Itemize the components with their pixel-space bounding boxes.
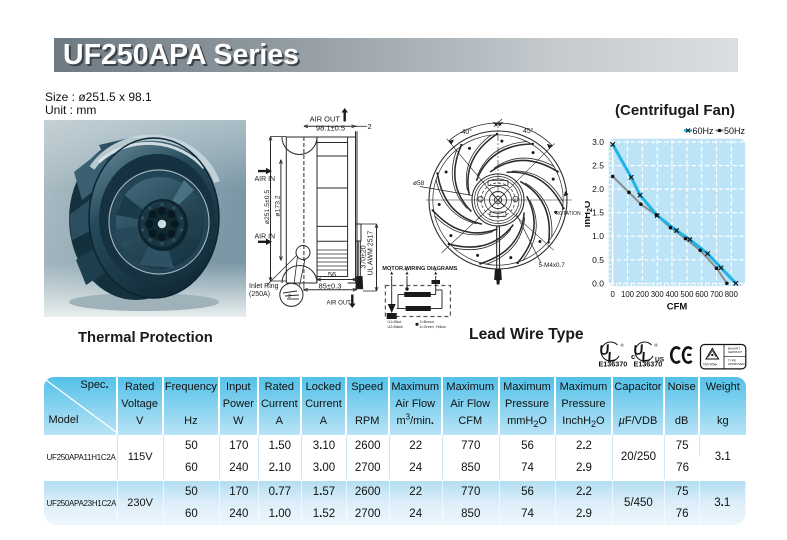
svg-text:300: 300 (651, 290, 665, 299)
svg-text:ø58: ø58 (413, 180, 425, 187)
svg-text:500: 500 (680, 290, 694, 299)
svg-text:45°: 45° (523, 127, 534, 135)
svg-text:MOTOR WIRING DIAGRAMS: MOTOR WIRING DIAGRAMS (382, 266, 457, 272)
svg-text:®: ® (621, 342, 625, 348)
svg-text:800: 800 (725, 290, 739, 299)
svg-text:U1=Blue: U1=Blue (388, 320, 402, 324)
svg-text:0.5: 0.5 (592, 255, 604, 265)
svg-text:400: 400 (665, 290, 679, 299)
svg-text:85±0.3: 85±0.3 (319, 281, 342, 290)
svg-text:370±20: 370±20 (361, 245, 368, 268)
svg-text:2: 2 (288, 294, 291, 300)
svg-text:600: 600 (695, 290, 709, 299)
svg-text:APPROVED: APPROVED (728, 362, 746, 366)
svg-text:2.0: 2.0 (592, 184, 604, 194)
svg-text:AIR OUT: AIR OUT (327, 301, 352, 307)
svg-text:PE: PE (404, 268, 409, 272)
svg-text:US: US (655, 357, 665, 364)
svg-text:4=Green, Yellow: 4=Green, Yellow (420, 325, 447, 329)
svg-text:N: N (434, 268, 437, 272)
svg-text:GEPRUFT: GEPRUFT (728, 350, 743, 354)
svg-text:50Hz: 50Hz (724, 126, 746, 136)
svg-text:2=Brown,: 2=Brown, (420, 320, 435, 324)
svg-text:AIR IN: AIR IN (255, 176, 276, 183)
svg-text:®: ® (655, 342, 659, 348)
svg-text:56: 56 (328, 270, 336, 279)
svg-text:BAUART: BAUART (728, 347, 740, 351)
svg-text:E136370: E136370 (634, 360, 663, 369)
svg-text:60Hz: 60Hz (693, 126, 715, 136)
svg-text:1.0: 1.0 (592, 231, 604, 241)
svg-text:(250A): (250A) (249, 291, 270, 298)
svg-text:ROTATION: ROTATION (556, 211, 581, 217)
svg-text:Inlet Ring: Inlet Ring (249, 283, 279, 290)
svg-text:L: L (640, 348, 651, 365)
svg-text:3.0: 3.0 (592, 137, 604, 147)
svg-text:40°: 40° (462, 128, 473, 136)
svg-text:2.5: 2.5 (592, 161, 604, 171)
svg-text:AIR IN: AIR IN (255, 234, 276, 241)
svg-text:U2=Black: U2=Black (388, 325, 404, 329)
svg-text:98.1±0.5: 98.1±0.5 (316, 124, 345, 133)
svg-text:ø251.5±0.5: ø251.5±0.5 (264, 190, 271, 225)
svg-text:UL AWM 2517: UL AWM 2517 (368, 231, 375, 276)
svg-text:E136370: E136370 (599, 360, 628, 369)
svg-text:ø173.2: ø173.2 (274, 195, 281, 216)
svg-text:U: U (598, 341, 611, 358)
svg-text:0.0: 0.0 (592, 278, 604, 288)
svg-text:AIR OUT: AIR OUT (310, 115, 341, 124)
svg-text:L: L (606, 348, 617, 365)
svg-text:0: 0 (611, 290, 616, 299)
svg-text:700: 700 (710, 290, 724, 299)
svg-text:200: 200 (636, 290, 650, 299)
svg-text:c: c (631, 352, 635, 361)
svg-text:5-M4x0.7: 5-M4x0.7 (539, 262, 566, 269)
svg-text:TYPE: TYPE (728, 359, 736, 363)
svg-text:CFM: CFM (667, 302, 688, 313)
svg-text:inH2O: inH2O (585, 201, 594, 228)
svg-text:U: U (632, 341, 645, 358)
svg-text:1.5: 1.5 (592, 208, 604, 218)
svg-text:L: L (390, 268, 392, 272)
svg-text:TUV Rhe•: TUV Rhe• (703, 363, 717, 367)
svg-text:2: 2 (368, 122, 372, 131)
svg-text:100: 100 (621, 290, 635, 299)
